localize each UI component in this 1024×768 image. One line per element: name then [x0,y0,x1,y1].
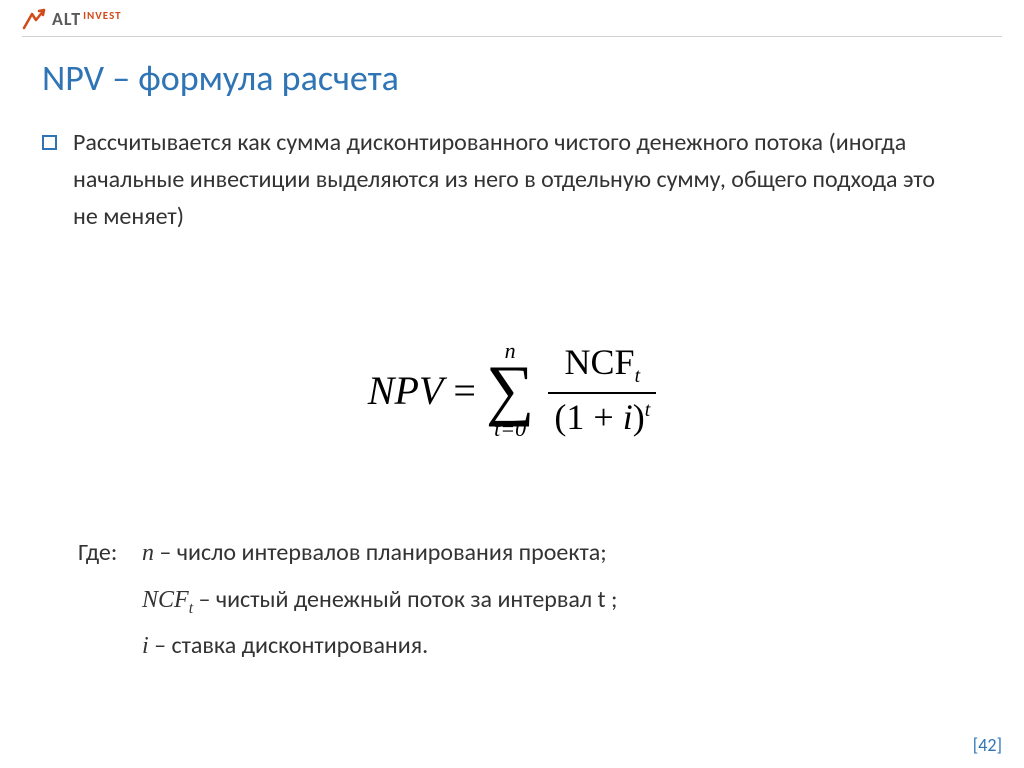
slide-title: NPV – формула расчета [42,56,399,100]
bullet-text: Рассчитывается как сумма дисконтированно… [73,124,964,236]
where-line-1: NCFt – чистый денежный поток за интервал… [142,577,964,624]
logo: ALT INVEST [22,8,122,30]
page-number: [42] [973,734,1002,756]
bullet-icon [42,135,57,150]
formula-lhs: NPV [368,367,444,414]
formula: NPV = n ∑ t=0 NCFt (1 + i)t [0,340,1024,440]
where-line-0: Где:n – число интервалов планирования пр… [78,530,964,577]
fraction: NCFt (1 + i)t [548,343,656,438]
logo-text-invest: INVEST [83,9,121,22]
where-label: Где: [78,530,142,576]
sum-lower: t=0 [494,418,526,440]
where-line-2: i – ставка дисконтирования. [142,623,964,670]
formula-eq: = [453,367,476,414]
header-divider [22,36,1002,37]
sum-block: n ∑ t=0 [486,340,534,440]
numerator: NCFt [559,343,647,392]
sigma-icon: ∑ [486,362,534,416]
arrow-icon [22,8,48,30]
denominator: (1 + i)t [548,394,656,438]
bullet-block: Рассчитывается как сумма дисконтированно… [42,124,964,236]
where-block: Где:n – число интервалов планирования пр… [78,530,964,670]
logo-text-alt: ALT [52,8,81,30]
